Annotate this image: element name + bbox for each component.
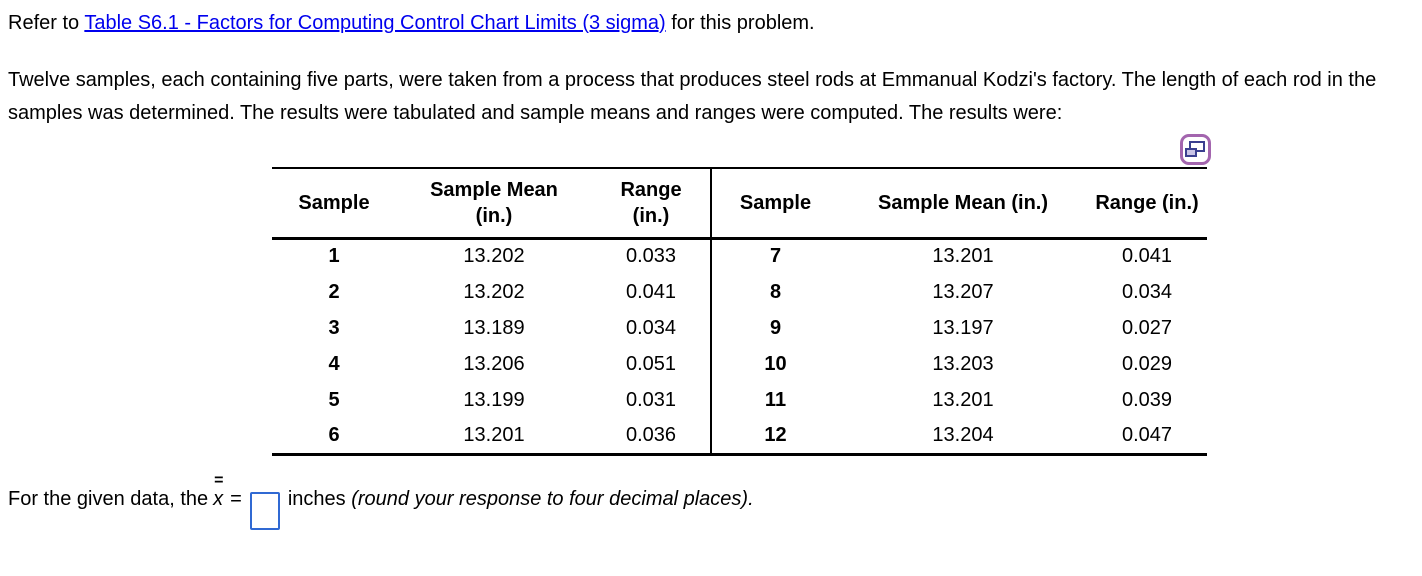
sample-mean-cell: 13.201	[463, 423, 525, 446]
range-cell: 0.034	[1121, 280, 1173, 303]
table-row: 6 13.201 0.036 12 13.204 0.047	[272, 418, 1207, 454]
sample-number-cell: 8	[710, 274, 839, 310]
sample-number-cell: 9	[710, 310, 839, 346]
table-row: 3 13.189 0.034 9 13.197 0.027	[272, 310, 1207, 346]
sample-mean-cell: 13.204	[932, 423, 994, 446]
answer-prompt: For the given data, the	[8, 487, 209, 510]
answer-line: For the given data, the = x = inches (round …	[8, 471, 1414, 530]
table-row: 1 13.202 0.033 7 13.201 0.041	[272, 238, 1207, 274]
sample-number-cell: 5	[328, 388, 340, 411]
range-cell: 0.051	[625, 352, 677, 375]
range-cell: 0.047	[1121, 423, 1173, 446]
rounding-note: (round your response to four decimal pla…	[351, 487, 754, 510]
table-s61-link[interactable]: Table S6.1 - Factors for Computing Contr…	[84, 12, 666, 34]
header-sample-right: Sample	[710, 168, 839, 240]
header-range-right: Range (in.)	[1087, 168, 1207, 240]
copy-table-icon-back-shape	[1189, 141, 1205, 152]
sample-mean-cell: 13.201	[932, 388, 994, 411]
range-cell: 0.041	[625, 280, 677, 303]
sample-data-table-zone: Sample Sample Mean (in.) Range (in.) Sam…	[272, 134, 1211, 456]
sample-mean-cell: 13.202	[463, 245, 525, 268]
range-cell: 0.033	[625, 245, 677, 268]
range-cell: 0.034	[625, 316, 677, 339]
header-range-left: Range (in.)	[592, 168, 711, 240]
sample-number-cell: 10	[710, 346, 839, 382]
x-double-bar-symbol: = x	[213, 471, 224, 510]
header-mean-left: Sample Mean (in.)	[396, 168, 592, 240]
table-header-row: Sample Sample Mean (in.) Range (in.) Sam…	[272, 168, 1207, 240]
range-cell: 0.027	[1121, 316, 1173, 339]
range-cell: 0.031	[625, 388, 677, 411]
problem-statement: Twelve samples, each containing five par…	[8, 69, 1377, 124]
range-cell: 0.029	[1121, 352, 1173, 375]
answer-input[interactable]	[249, 492, 280, 530]
reference-prefix: Refer to	[8, 12, 85, 34]
copy-table-icon[interactable]	[1180, 134, 1211, 165]
sample-mean-cell: 13.197	[932, 316, 994, 339]
sample-number-cell: 3	[328, 316, 340, 339]
table-row: 4 13.206 0.051 10 13.203 0.029	[272, 346, 1207, 382]
sample-mean-cell: 13.189	[463, 316, 525, 339]
sample-number-cell: 11	[710, 382, 839, 418]
sample-mean-cell: 13.206	[463, 352, 525, 375]
sample-mean-cell: 13.207	[932, 280, 994, 303]
range-cell: 0.041	[1121, 245, 1173, 268]
sample-mean-cell: 13.202	[463, 280, 525, 303]
sample-number-cell: 7	[710, 238, 839, 274]
sample-mean-cell: 13.201	[932, 245, 994, 268]
sample-number-cell: 1	[328, 245, 340, 268]
header-mean-right: Sample Mean (in.)	[839, 168, 1087, 240]
question-page: Refer to Table S6.1 - Factors for Comput…	[8, 6, 1414, 530]
sample-mean-cell: 13.199	[463, 388, 525, 411]
sample-number-cell: 12	[710, 418, 839, 454]
header-sample-left: Sample	[272, 168, 396, 240]
copy-table-icon-front-shape	[1185, 148, 1197, 157]
sample-number-cell: 6	[328, 423, 340, 446]
table-row: 2 13.202 0.041 8 13.207 0.034	[272, 274, 1207, 310]
equals-sign: =	[230, 487, 242, 510]
answer-unit: inches	[287, 487, 352, 510]
sample-number-cell: 4	[328, 352, 340, 375]
range-cell: 0.036	[625, 423, 677, 446]
double-overbar: =	[214, 471, 224, 489]
sample-number-cell: 2	[328, 280, 340, 303]
range-cell: 0.039	[1121, 388, 1173, 411]
reference-line: Refer to Table S6.1 - Factors for Comput…	[8, 6, 1414, 38]
sample-mean-cell: 13.203	[932, 352, 994, 375]
table-row: 5 13.199 0.031 11 13.201 0.039	[272, 382, 1207, 418]
sample-data-table: Sample Sample Mean (in.) Range (in.) Sam…	[272, 167, 1207, 456]
reference-suffix: for this problem.	[665, 12, 815, 34]
